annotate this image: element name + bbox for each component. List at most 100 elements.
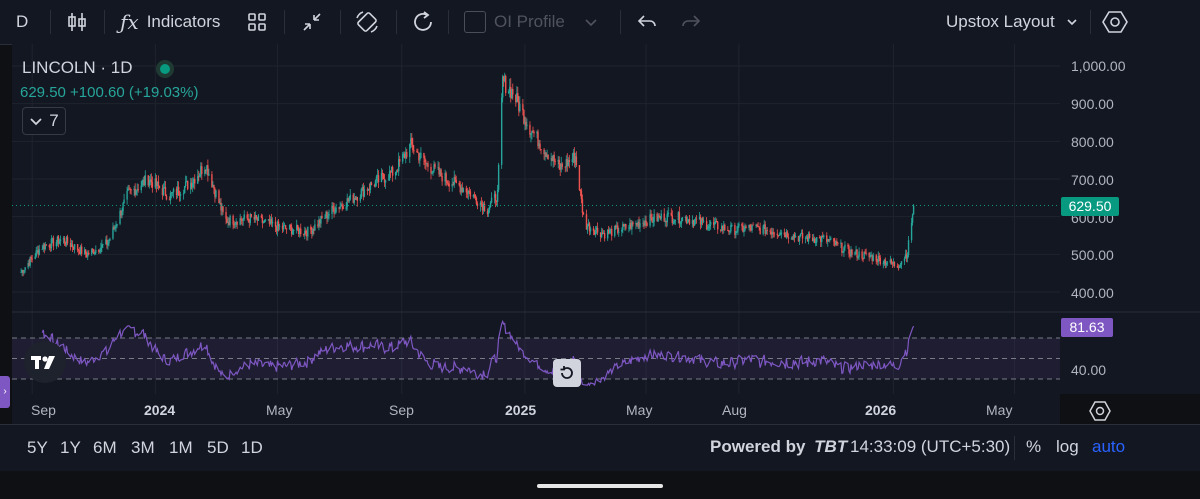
candle-body	[529, 124, 531, 135]
candle-body	[109, 238, 111, 241]
range-5y[interactable]: 5Y	[27, 438, 48, 457]
percent-toggle[interactable]: %	[1026, 437, 1042, 456]
candle-body	[797, 235, 800, 242]
time-axis[interactable]	[12, 394, 1060, 424]
candle-body	[255, 215, 258, 219]
candle-body	[201, 166, 203, 174]
candle-body	[312, 229, 314, 234]
range-1d[interactable]: 1D	[241, 438, 263, 457]
log-toggle[interactable]: log	[1056, 437, 1079, 456]
candle-body	[161, 188, 164, 196]
candle-body	[480, 202, 483, 204]
candle-body	[862, 258, 864, 260]
candle-body	[87, 252, 89, 257]
oi-profile-checkbox[interactable]	[464, 11, 486, 33]
candle-body	[606, 229, 609, 239]
candle-body	[381, 172, 384, 175]
candle-body	[80, 246, 83, 254]
candle-body	[426, 163, 428, 164]
settings-button[interactable]	[1102, 0, 1128, 44]
candle-body	[784, 234, 787, 238]
layouts-button[interactable]	[246, 0, 268, 44]
range-1m[interactable]: 1M	[169, 438, 193, 457]
candle-body	[670, 212, 672, 216]
last-price-tag: 629.50	[1061, 197, 1119, 216]
candle-body	[836, 241, 838, 244]
candle-body	[191, 182, 193, 188]
candle-body	[790, 238, 793, 240]
candle-body	[476, 203, 479, 206]
layout-selector[interactable]: Upstox Layout	[946, 0, 1079, 44]
tradingview-logo-icon[interactable]	[24, 341, 66, 383]
collapse-arrows-icon	[303, 13, 321, 31]
candle-body	[304, 230, 306, 235]
fullscreen-button[interactable]	[300, 0, 324, 44]
candle-body	[190, 182, 192, 190]
candle-body	[177, 186, 180, 195]
candle-body	[666, 214, 668, 223]
candle-body	[730, 225, 732, 232]
interval-button[interactable]: D	[16, 0, 28, 44]
oi-profile-toggle[interactable]: OI Profile	[464, 0, 599, 44]
candle-body	[260, 215, 263, 218]
candle-body	[679, 223, 682, 225]
time-tick: 2025	[505, 402, 537, 418]
candle-body	[595, 227, 598, 231]
candle-body	[791, 238, 794, 240]
price-tick: 400.00	[1071, 285, 1114, 301]
candle-body	[504, 75, 506, 81]
reset-chart-button[interactable]	[553, 359, 581, 387]
candle-body	[165, 195, 168, 200]
candle-body	[660, 213, 662, 219]
chart-area[interactable]	[12, 44, 1060, 394]
reset-icon	[560, 366, 573, 379]
candle-body	[501, 76, 504, 98]
candle-body	[738, 224, 740, 226]
indicators-button[interactable]: ƒx Indicators	[120, 0, 220, 44]
side-panel-handle[interactable]: ›	[0, 376, 10, 408]
range-5d[interactable]: 5D	[207, 438, 229, 457]
candle-body	[785, 231, 788, 238]
candle-body	[439, 169, 441, 175]
candle-body	[764, 224, 766, 234]
candle-body	[657, 215, 659, 222]
market-status-icon[interactable]	[156, 60, 174, 78]
candle-body	[885, 263, 888, 265]
clock-display[interactable]: 14:33:09 (UTC+5:30)	[850, 437, 1011, 456]
range-1y[interactable]: 1Y	[60, 438, 81, 457]
candle-body	[912, 205, 915, 215]
candle-body	[517, 93, 519, 102]
candle-body	[771, 232, 773, 235]
refresh-button[interactable]	[410, 0, 436, 44]
redo-button[interactable]	[680, 0, 702, 44]
candle-body	[261, 217, 264, 223]
candle-body	[300, 228, 302, 235]
gear-icon[interactable]	[1089, 400, 1111, 422]
undo-button[interactable]	[636, 0, 658, 44]
chart-type-button[interactable]	[66, 0, 88, 44]
rotate-button[interactable]	[354, 0, 380, 44]
range-6m[interactable]: 6M	[93, 438, 117, 457]
candle-body	[617, 225, 619, 233]
candle-body	[721, 225, 723, 231]
candle-body	[182, 193, 185, 195]
candle-body	[806, 236, 809, 242]
auto-scale-toggle[interactable]: auto	[1092, 437, 1126, 456]
candle-body	[98, 249, 100, 252]
candle-body	[179, 194, 182, 196]
candle-body	[52, 238, 55, 247]
candle-body	[334, 211, 336, 214]
candle-body	[340, 204, 342, 207]
legend-collapse-button[interactable]: 7	[22, 107, 66, 135]
range-3m[interactable]: 3M	[131, 438, 155, 457]
candle-body	[419, 157, 421, 161]
candle-body	[567, 160, 570, 166]
candle-body	[211, 174, 213, 187]
candle-body	[212, 185, 214, 187]
candle-body	[625, 224, 627, 229]
candle-body	[183, 186, 186, 194]
candle-body	[502, 76, 505, 81]
candle-body	[871, 255, 873, 261]
symbol-title[interactable]: LINCOLN · 1D	[22, 58, 133, 77]
